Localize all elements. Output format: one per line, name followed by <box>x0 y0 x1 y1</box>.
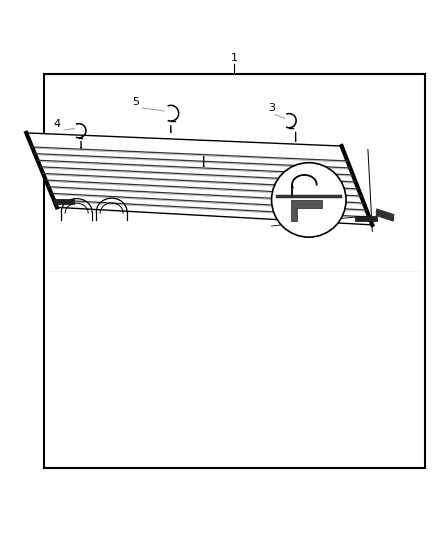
Polygon shape <box>355 14 377 20</box>
Text: 5: 5 <box>132 96 139 107</box>
Polygon shape <box>53 199 74 204</box>
Text: 4: 4 <box>53 118 60 128</box>
Polygon shape <box>53 0 74 2</box>
Polygon shape <box>26 0 372 23</box>
Polygon shape <box>376 212 394 222</box>
Circle shape <box>272 163 346 237</box>
Text: 3: 3 <box>268 103 275 113</box>
Polygon shape <box>376 208 394 219</box>
Polygon shape <box>355 216 377 221</box>
Polygon shape <box>291 200 322 221</box>
Polygon shape <box>26 133 372 225</box>
Text: 1: 1 <box>231 53 238 63</box>
Bar <box>44 74 425 468</box>
